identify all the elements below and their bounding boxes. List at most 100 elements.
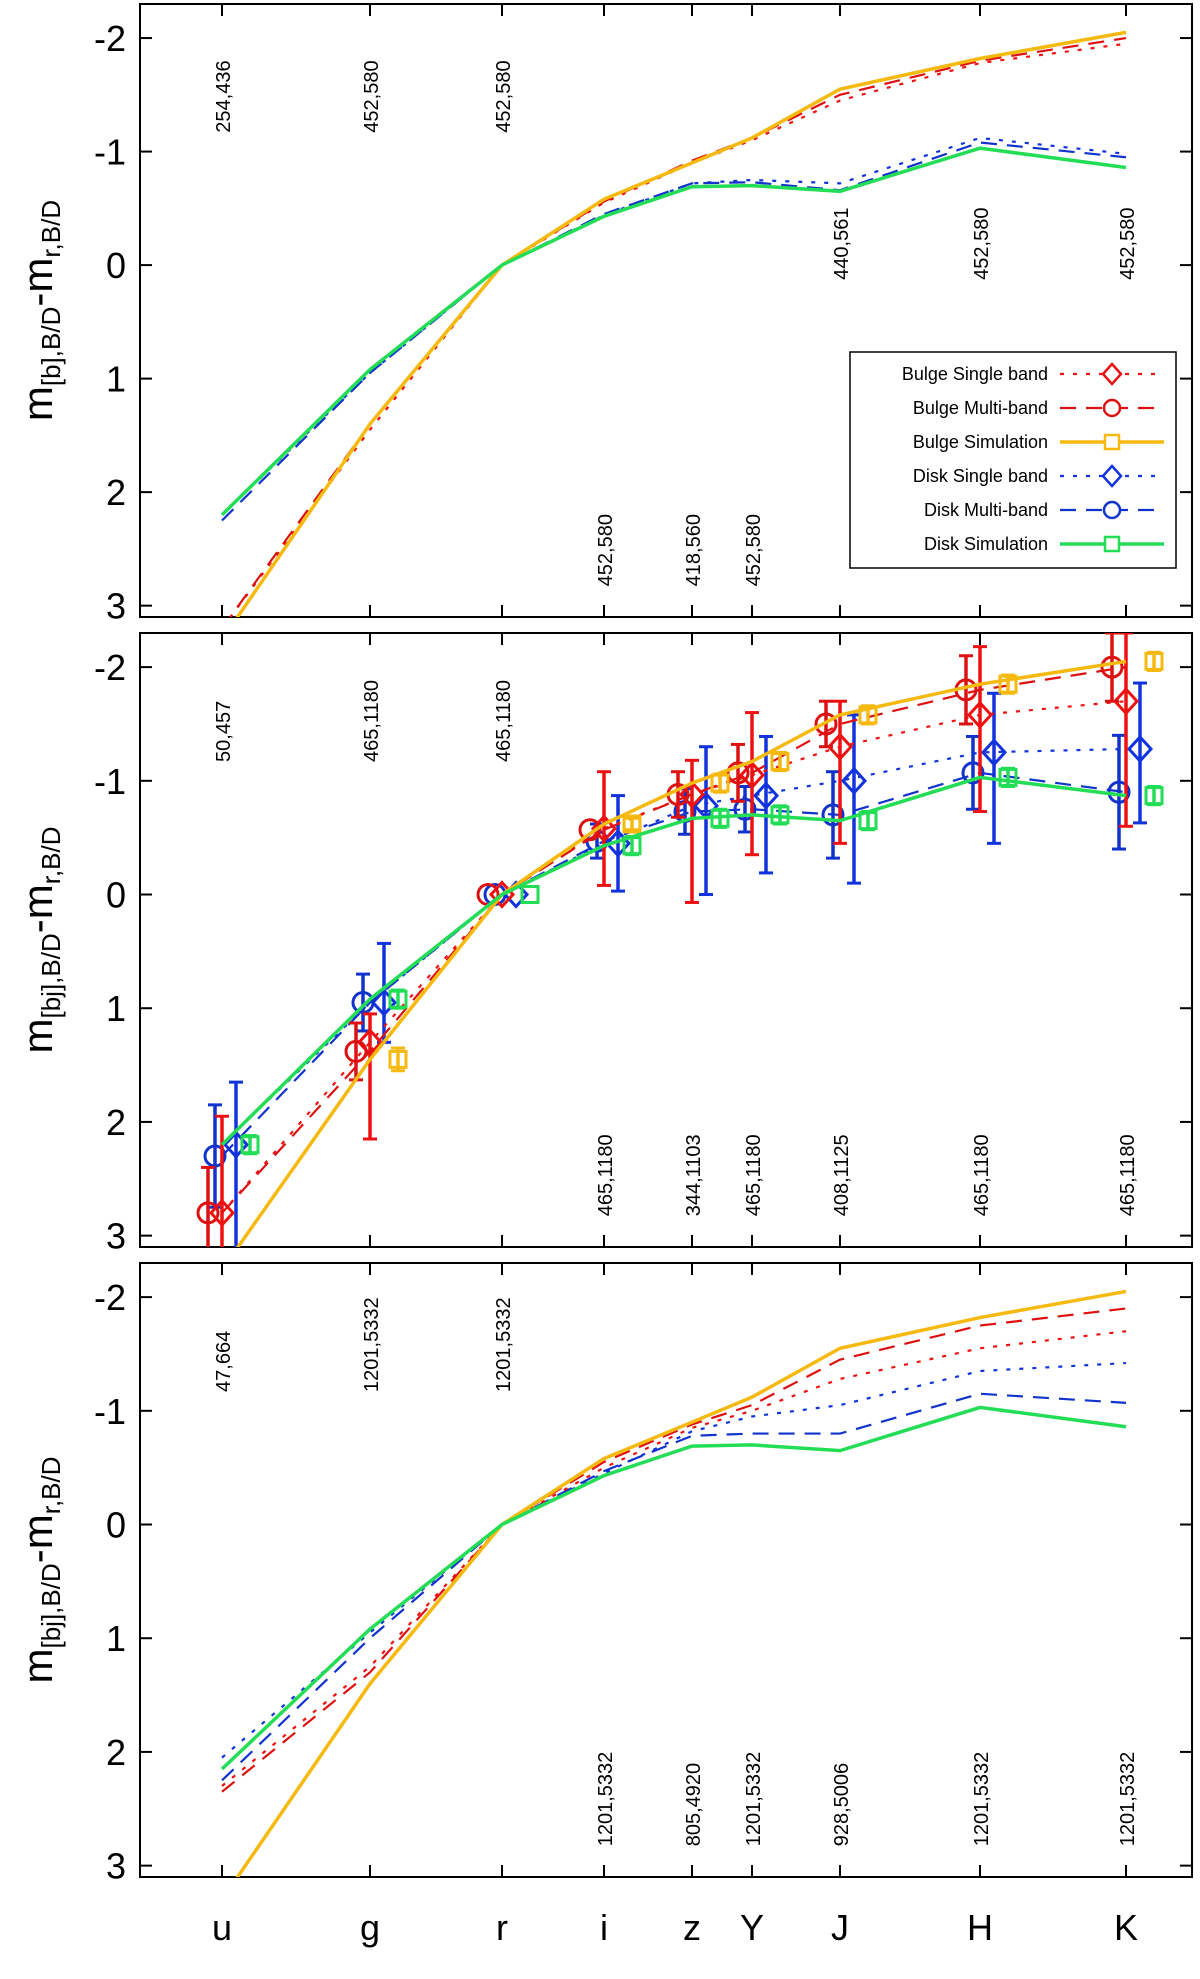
legend-swatch-marker [1102, 398, 1122, 418]
series-line-bulge_sim [235, 659, 1127, 1247]
data-point-bulge_single [1112, 687, 1140, 716]
count-label: 465,1180 [595, 1134, 617, 1216]
data-point-bulge_sim [770, 751, 790, 771]
count-label: 928,5006 [831, 1763, 853, 1846]
data-point-disk_sim [1144, 786, 1164, 806]
x-tick-label-r: r [496, 1907, 508, 1948]
data-point-disk_sim [520, 885, 540, 905]
series-line-disk_sim [220, 146, 1127, 517]
data-point-bulge_multi [578, 818, 602, 842]
series-line-bulge_sim [235, 30, 1127, 617]
legend-swatch-marker [1103, 433, 1121, 451]
legend-label: Bulge Multi-band [913, 398, 1048, 418]
x-tick-label-g: g [360, 1907, 380, 1948]
data-point-bulge_single [356, 1028, 384, 1057]
legend-label: Disk Single band [913, 466, 1048, 486]
y-tick-label: 1 [106, 1618, 126, 1659]
count-label: 254,436 [213, 60, 235, 132]
series-line-bulge_single [221, 1330, 1127, 1787]
data-point-disk_single [752, 781, 780, 810]
y-tick-label: -2 [94, 1277, 126, 1318]
series-line-disk_multi [221, 141, 1127, 522]
data-point-bulge_single [208, 1198, 236, 1228]
legend-label: Disk Multi-band [924, 500, 1048, 520]
y-tick-label: 2 [106, 1102, 126, 1143]
count-label: 452,580 [743, 514, 765, 586]
legend-label: Disk Simulation [924, 534, 1048, 554]
panel-bottom: -2 -1 0 1 2 3 m[bj],B/D-mr,B/D 47,664 1201,5332 1… [14, 1262, 1193, 1887]
data-point-bulge_sim [998, 674, 1018, 694]
legend-swatch-marker [1102, 500, 1122, 520]
data-point-disk_single [1126, 734, 1154, 764]
y-tick-label: 0 [106, 875, 126, 916]
y-axis-label: m[bj],B/D-mr,B/D [14, 826, 66, 1053]
count-label: 47,664 [213, 1331, 235, 1392]
data-point-bulge_sim [1144, 651, 1164, 671]
count-label: 1201,5332 [971, 1752, 993, 1847]
data-point-disk_multi [733, 797, 757, 821]
data-point-bulge_sim [520, 885, 540, 905]
data-point-bulge_single [738, 760, 766, 790]
series-line-disk_multi [221, 1392, 1127, 1782]
data-point-disk_sim [858, 811, 878, 831]
y-axis-label: m[bj],B/D-mr,B/D [14, 1456, 66, 1683]
data-point-bulge_sim [242, 1262, 258, 1278]
panel-middle: -2 -1 0 1 2 3 m[bj],B/D-mr,B/D 50,457 465,1180 46… [14, 632, 1193, 1278]
y-tick-label: 0 [106, 1505, 126, 1546]
y-tick-label: 3 [106, 1216, 126, 1257]
data-point-disk_single [840, 766, 868, 796]
data-point-disk_sim [770, 805, 790, 825]
data-point-bulge_single [826, 732, 854, 761]
data-point-disk_single [980, 738, 1008, 767]
x-tick-label-z: z [683, 1907, 701, 1948]
x-tick-label-J: J [831, 1907, 849, 1948]
count-label: 1201,5332 [361, 1297, 383, 1392]
y-tick-label: 0 [106, 245, 126, 286]
count-label: 344,1103 [683, 1134, 705, 1216]
data-point-bulge_sim [622, 814, 642, 834]
y-tick-label: -2 [94, 18, 126, 59]
series-line-disk_single [221, 1361, 1127, 1759]
y-tick-label: -2 [94, 647, 126, 688]
plot-frame [139, 632, 1193, 1248]
series-line-bulge_sim [235, 1289, 1127, 1877]
y-tick-label: 3 [106, 1846, 126, 1887]
y-tick-label: 2 [106, 472, 126, 513]
data-point-disk_sim [622, 836, 642, 856]
count-label: 1201,5332 [595, 1752, 617, 1847]
x-tick-label-i: i [600, 1907, 608, 1948]
legend-box [849, 351, 1177, 569]
y-tick-label: 2 [106, 1732, 126, 1773]
legend: Bulge Single band Bulge Multi-band Bulge S… [849, 351, 1177, 569]
count-label: 50,457 [213, 701, 235, 762]
data-point-bulge_sim [710, 773, 730, 793]
data-point-disk_sim [240, 1135, 260, 1155]
count-label: 452,580 [595, 514, 617, 586]
count-label: 465,1180 [1117, 1134, 1139, 1216]
data-point-disk_multi [821, 803, 845, 827]
series-line-bulge_multi [221, 1307, 1127, 1793]
series-line-disk_sim [220, 775, 1127, 1146]
data-point-bulge_sim [858, 705, 878, 725]
count-label: 465,1180 [361, 680, 383, 762]
chart-panels: -2 -1 0 1 2 3 m[b],B/D-mr,B/D 254,436 452,580 452… [14, 3, 1193, 1887]
series-line-disk_sim [220, 1405, 1127, 1771]
count-label: 465,1180 [493, 680, 515, 762]
data-point-bulge_single [966, 700, 994, 730]
data-point-bulge_multi [1100, 655, 1124, 679]
count-label: 1201,5332 [493, 1297, 515, 1392]
count-label: 452,580 [361, 60, 383, 132]
y-tick-label: 3 [106, 586, 126, 627]
data-point-bulge_multi [344, 1039, 368, 1063]
panel-top: -2 -1 0 1 2 3 m[b],B/D-mr,B/D 254,436 452,580 452… [14, 3, 1193, 627]
count-label: 452,580 [1117, 208, 1139, 280]
data-point-bulge_single [590, 814, 618, 843]
count-label: 452,580 [971, 208, 993, 280]
x-tick-label-u: u [212, 1907, 232, 1948]
y-tick-label: -1 [94, 761, 126, 802]
count-label: 1201,5332 [743, 1752, 765, 1847]
data-point-bulge_sim [388, 1049, 408, 1069]
count-label: 418,560 [683, 514, 705, 586]
